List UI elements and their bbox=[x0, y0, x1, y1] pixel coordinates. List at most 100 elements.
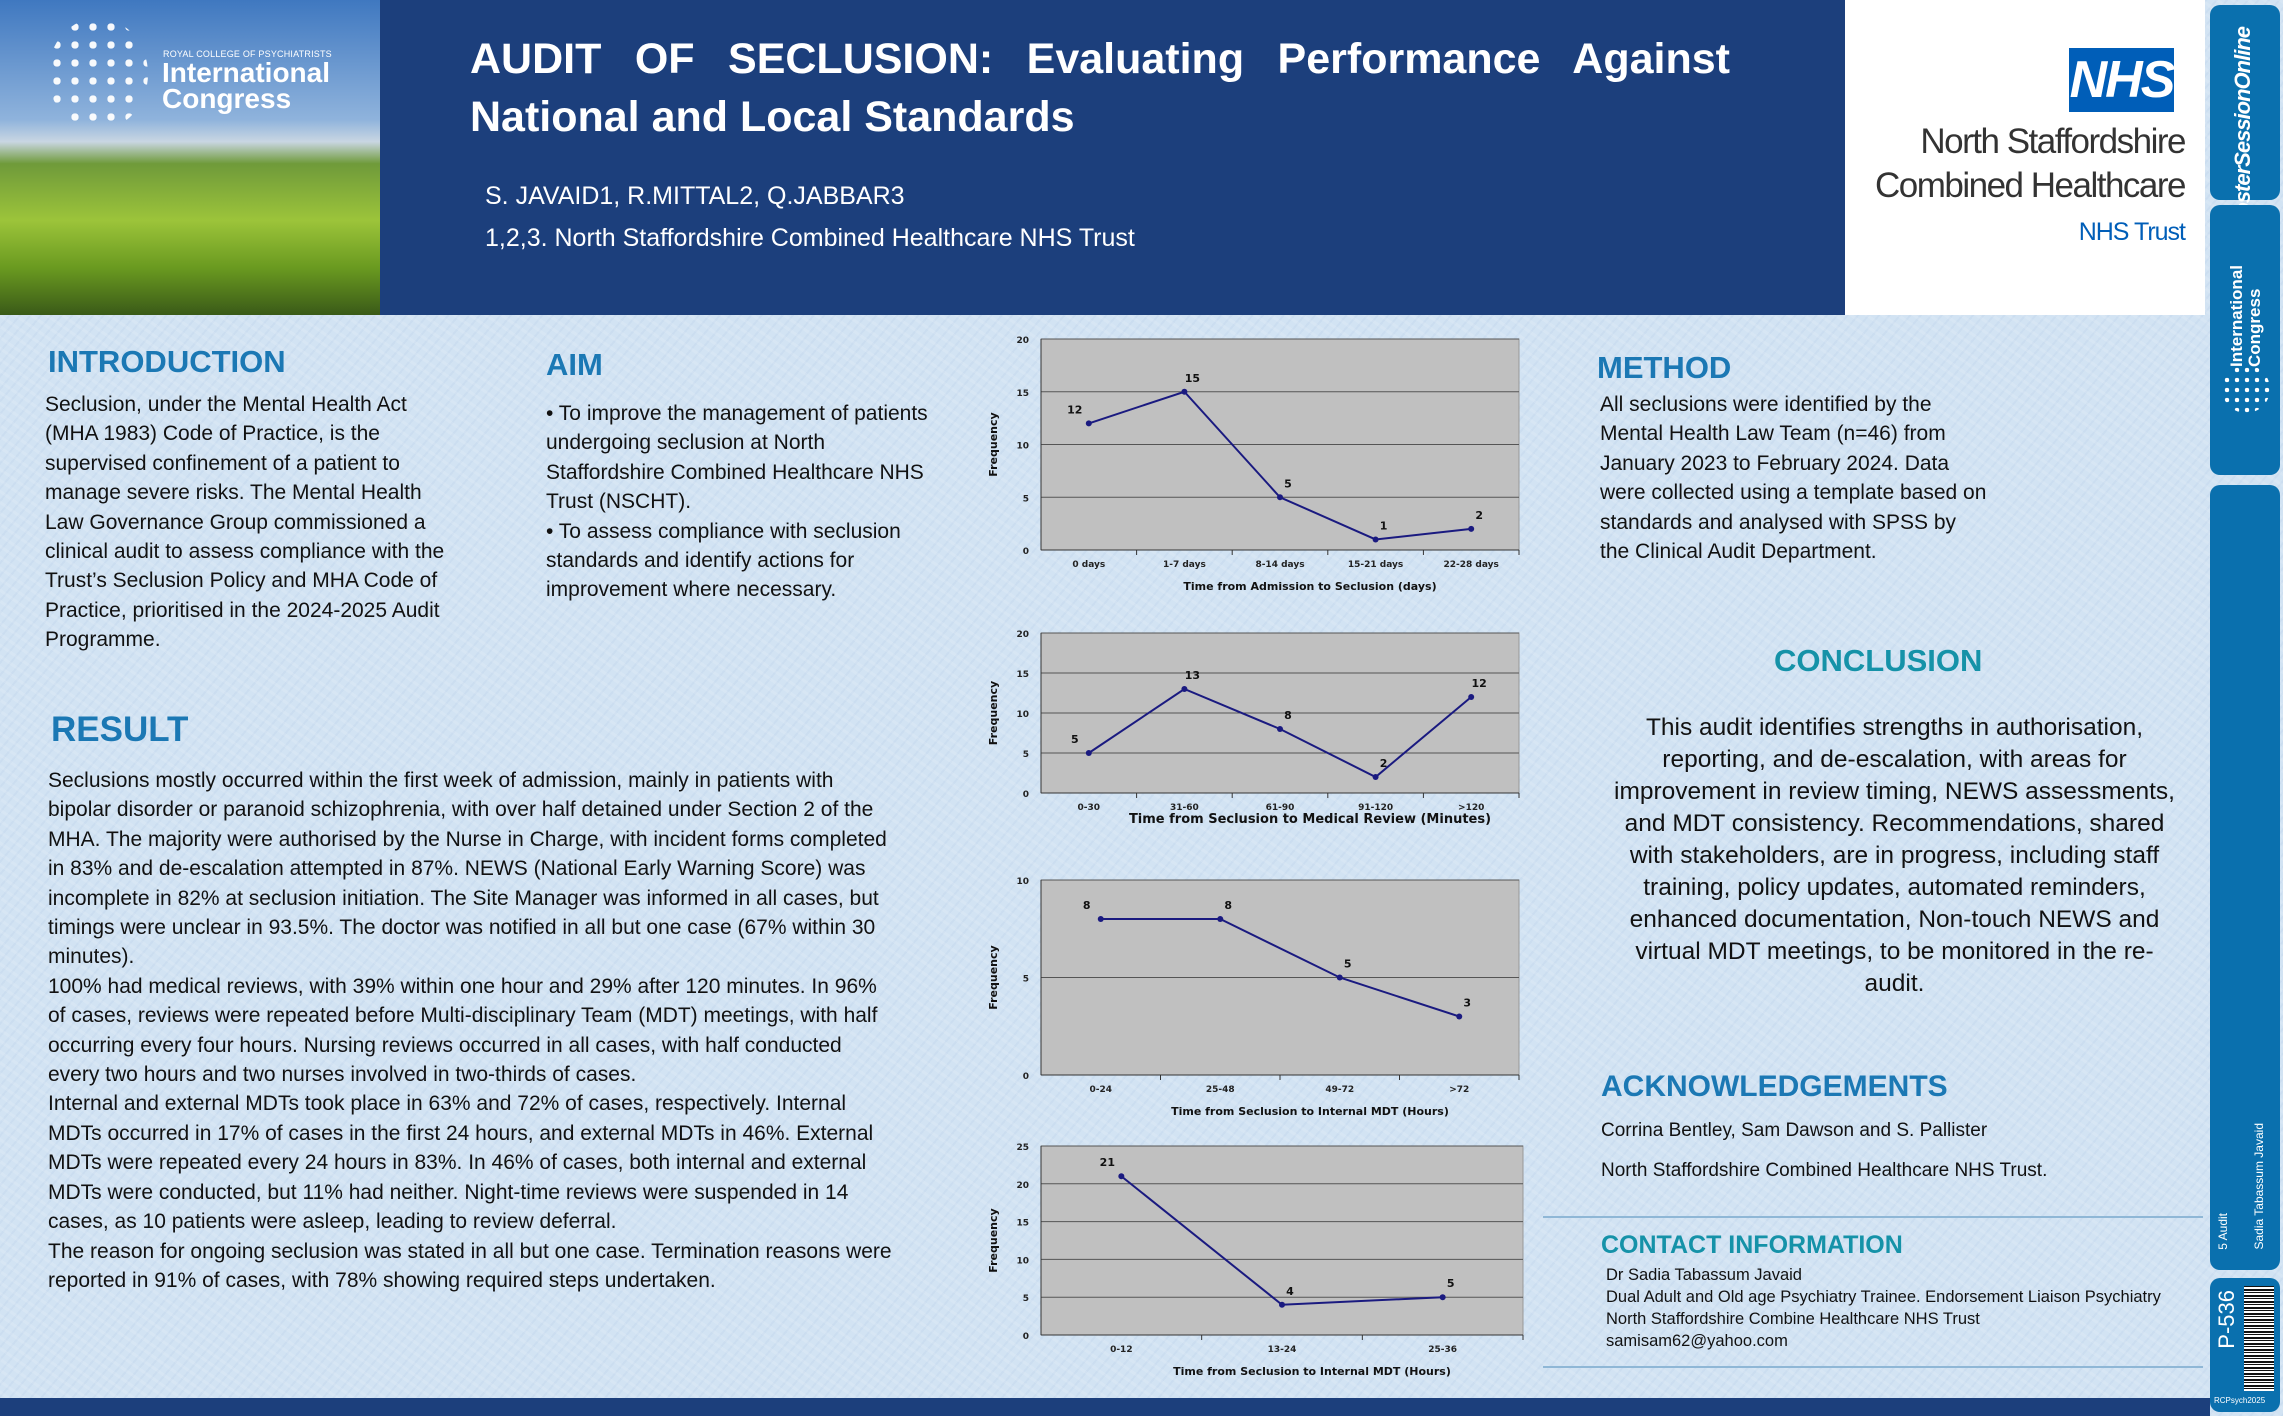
x-tick-label: 0-24 bbox=[1089, 1085, 1112, 1095]
x-tick-label: 1-7 days bbox=[1163, 560, 1206, 570]
nhs-mark: NHS bbox=[2069, 48, 2175, 112]
data-label: 3 bbox=[1463, 997, 1471, 1010]
data-point bbox=[1336, 974, 1343, 981]
data-label: 5 bbox=[1284, 477, 1292, 490]
y-tick-label: 20 bbox=[1016, 630, 1029, 640]
x-tick-label: 13-24 bbox=[1268, 1345, 1297, 1355]
data-point bbox=[1118, 1173, 1125, 1180]
method-text: All seclusions were identified by the Me… bbox=[1600, 393, 1987, 564]
introduction-heading: INTRODUCTION bbox=[48, 344, 286, 379]
x-tick-label: 15-21 days bbox=[1348, 560, 1403, 570]
title-banner: AUDIT OF SECLUSION: Evaluating Performan… bbox=[380, 0, 1845, 315]
x-axis-title: Time from Seclusion to Internal MDT (Hou… bbox=[1171, 1105, 1449, 1118]
contact-name: Dr Sadia Tabassum Javaid bbox=[1606, 1266, 1802, 1284]
conclusion-heading: CONCLUSION bbox=[1774, 643, 1983, 678]
data-point bbox=[1456, 1013, 1463, 1020]
data-point bbox=[1277, 726, 1283, 732]
y-tick-label: 5 bbox=[1023, 1294, 1029, 1304]
poster-id-panel: P-536 RCPsych2025 bbox=[2210, 1278, 2280, 1412]
congress-dots-icon bbox=[2222, 365, 2270, 413]
x-tick-label: 0-12 bbox=[1110, 1345, 1133, 1355]
nhs-trust-label: NHS Trust bbox=[2078, 218, 2186, 246]
data-label: 8 bbox=[1284, 709, 1292, 722]
data-label: 8 bbox=[1083, 899, 1091, 912]
logo-line1: International bbox=[162, 57, 331, 88]
x-tick-label: 22-28 days bbox=[1444, 560, 1499, 570]
x-tick-label: 31-60 bbox=[1170, 803, 1199, 813]
contact-lines: Dr Sadia Tabassum Javaid Dual Adult and … bbox=[1606, 1264, 2161, 1352]
method-heading: METHOD bbox=[1597, 350, 1732, 385]
x-tick-label: 0 days bbox=[1072, 560, 1105, 570]
y-tick-label: 20 bbox=[1016, 1181, 1029, 1191]
x-axis-title: Time from Seclusion to Internal MDT (Hou… bbox=[1173, 1365, 1451, 1378]
data-point bbox=[1085, 420, 1092, 427]
data-point bbox=[1439, 1294, 1446, 1301]
data-label: 1 bbox=[1380, 519, 1388, 532]
data-point bbox=[1181, 388, 1188, 395]
data-label: 8 bbox=[1224, 899, 1232, 912]
y-tick-label: 15 bbox=[1016, 389, 1029, 399]
data-label: 2 bbox=[1475, 509, 1483, 522]
y-tick-label: 10 bbox=[1016, 877, 1029, 887]
x-tick-label: 49-72 bbox=[1325, 1085, 1354, 1095]
contact-role: Dual Adult and Old age Psychiatry Traine… bbox=[1606, 1288, 2161, 1306]
poster-title: AUDIT OF SECLUSION: Evaluating Performan… bbox=[470, 35, 1730, 141]
logo-text: International Congress bbox=[162, 57, 331, 113]
result-paragraph: Seclusions mostly occurred within the fi… bbox=[48, 769, 887, 969]
result-paragraph: 100% had medical reviews, with 39% withi… bbox=[48, 974, 878, 1087]
aim-heading: AIM bbox=[546, 347, 603, 382]
contact-email[interactable]: samisam62@yahoo.com bbox=[1606, 1332, 1788, 1350]
contact-heading: CONTACT INFORMATION bbox=[1601, 1231, 1903, 1259]
y-tick-label: 20 bbox=[1016, 336, 1029, 346]
aim-list: • To improve the management of patients … bbox=[546, 399, 946, 605]
x-tick-label: 61-90 bbox=[1266, 803, 1295, 813]
data-point bbox=[1372, 536, 1379, 543]
authors: S. JAVAID1, R.MITTAL2, Q.JABBAR3 bbox=[485, 182, 905, 210]
divider bbox=[1543, 1216, 2203, 1218]
data-point bbox=[1277, 494, 1283, 501]
y-tick-label: 10 bbox=[1016, 1256, 1029, 1266]
aim-item: • To improve the management of patients … bbox=[546, 402, 928, 514]
y-tick-label: 0 bbox=[1023, 547, 1029, 557]
y-tick-label: 5 bbox=[1023, 494, 1029, 504]
y-axis-title: Frequency bbox=[987, 945, 1000, 1009]
introduction-text: Seclusion, under the Mental Health Act (… bbox=[45, 393, 445, 652]
acknowledgement-names: Corrina Bentley, Sam Dawson and S. Palli… bbox=[1601, 1120, 1988, 1141]
data-label: 5 bbox=[1447, 1277, 1455, 1290]
result-heading: RESULT bbox=[51, 710, 189, 749]
y-tick-label: 15 bbox=[1016, 1219, 1029, 1229]
x-axis-title: Time from Admission to Seclusion (days) bbox=[1183, 580, 1436, 593]
nhs-logo: NHS North Staffordshire Combined Healthca… bbox=[1845, 0, 2205, 315]
y-axis-title: Frequency bbox=[987, 412, 1000, 476]
result-paragraph: The reason for ongoing seclusion was sta… bbox=[48, 1239, 892, 1292]
poster-session-online-panel[interactable]: PosterSessionOnline bbox=[2210, 5, 2280, 229]
congress-banner-image: ROYAL COLLEGE OF PSYCHIATRISTS Internati… bbox=[0, 0, 380, 315]
data-label: 13 bbox=[1185, 669, 1200, 682]
y-tick-label: 0 bbox=[1023, 1072, 1029, 1082]
y-tick-label: 25 bbox=[1016, 1143, 1029, 1153]
footer-bar bbox=[0, 1398, 2210, 1416]
trust-name-line2: Combined Healthcare bbox=[1874, 166, 2187, 205]
event-tag: RCPsych2025 bbox=[2214, 1396, 2266, 1405]
x-tick-label: >120 bbox=[1458, 803, 1484, 813]
x-tick-label: 8-14 days bbox=[1255, 560, 1304, 570]
y-tick-label: 10 bbox=[1016, 710, 1029, 720]
x-tick-label: 91-120 bbox=[1358, 803, 1393, 813]
data-label: 2 bbox=[1380, 757, 1388, 770]
x-tick-label: >72 bbox=[1449, 1085, 1469, 1095]
acknowledgements-heading: ACKNOWLEDGEMENTS bbox=[1601, 1070, 1948, 1103]
x-tick-label: 0-30 bbox=[1078, 803, 1101, 813]
data-point bbox=[1181, 686, 1188, 692]
x-tick-label: 25-48 bbox=[1206, 1085, 1235, 1095]
poster-info-panel: 5 Audit Sadia Tabassum Javaid bbox=[2210, 485, 2280, 1270]
data-label: 12 bbox=[1067, 403, 1082, 416]
data-label: 5 bbox=[1344, 958, 1352, 971]
y-tick-label: 5 bbox=[1023, 975, 1029, 985]
result-text: Seclusions mostly occurred within the fi… bbox=[48, 766, 898, 1295]
congress-panel: International Congress bbox=[2210, 205, 2280, 475]
congress-logo-icon bbox=[48, 18, 148, 130]
y-tick-label: 15 bbox=[1016, 670, 1029, 680]
conclusion-text: This audit identifies strengths in autho… bbox=[1614, 714, 2175, 997]
affiliation: 1,2,3. North Staffordshire Combined Heal… bbox=[485, 224, 1135, 252]
data-point bbox=[1468, 694, 1475, 700]
